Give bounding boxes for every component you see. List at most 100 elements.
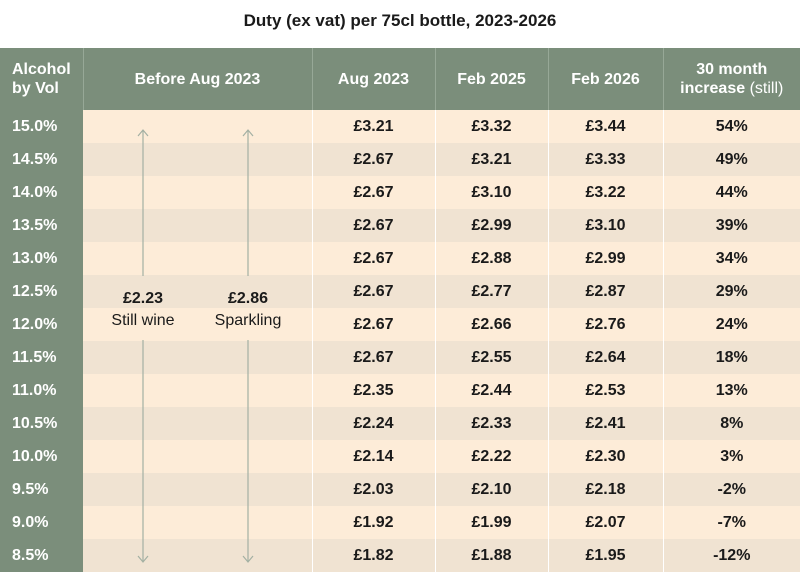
increase-cell: -7%: [663, 506, 800, 539]
header-increase: 30 month increase (still): [663, 48, 800, 110]
sparkling-rate: £2.86 Sparkling: [196, 288, 300, 332]
feb-2025-cell: £2.22: [435, 440, 549, 473]
before-aug-2023-cell: [83, 473, 313, 506]
increase-cell: -12%: [663, 539, 800, 572]
table-row: 12.0% £2.67 £2.66 £2.76 24%: [0, 308, 800, 341]
feb-2025-cell: £2.44: [435, 374, 549, 407]
table-row: 13.0% £2.67 £2.88 £2.99 34%: [0, 242, 800, 275]
abv-cell: 13.5%: [0, 209, 83, 242]
before-aug-2023-cell: [83, 143, 313, 176]
abv-cell: 14.0%: [0, 176, 83, 209]
aug-2023-cell: £2.67: [312, 341, 436, 374]
feb-2025-cell: £3.32: [435, 110, 549, 143]
feb-2025-cell: £2.99: [435, 209, 549, 242]
abv-cell: 10.5%: [0, 407, 83, 440]
aug-2023-cell: £3.21: [312, 110, 436, 143]
feb-2025-cell: £3.10: [435, 176, 549, 209]
feb-2026-cell: £2.30: [548, 440, 664, 473]
duty-table: Alcohol by Vol Before Aug 2023 Aug 2023 …: [0, 48, 800, 572]
before-aug-2023-cell: [83, 209, 313, 242]
feb-2025-cell: £2.66: [435, 308, 549, 341]
header-before-aug-2023: Before Aug 2023: [83, 48, 313, 110]
abv-cell: 8.5%: [0, 539, 83, 572]
increase-cell: 3%: [663, 440, 800, 473]
table-title: Duty (ex vat) per 75cl bottle, 2023-2026: [243, 11, 557, 30]
abv-cell: 15.0%: [0, 110, 83, 143]
header-increase-line1: 30 month: [696, 61, 768, 78]
abv-cell: 11.0%: [0, 374, 83, 407]
aug-2023-cell: £2.24: [312, 407, 436, 440]
still-wine-label: Still wine: [111, 312, 175, 329]
header-abv-line1: Alcohol: [12, 61, 71, 78]
aug-2023-cell: £1.82: [312, 539, 436, 572]
table-row: 13.5% £2.67 £2.99 £3.10 39%: [0, 209, 800, 242]
before-aug-2023-cell: [83, 341, 313, 374]
feb-2025-cell: £2.88: [435, 242, 549, 275]
before-aug-2023-cell: [83, 374, 313, 407]
feb-2025-cell: £1.88: [435, 539, 549, 572]
before-aug-2023-cell: [83, 308, 313, 341]
increase-cell: 18%: [663, 341, 800, 374]
feb-2025-cell: £2.33: [435, 407, 549, 440]
table-row: 8.5% £1.82 £1.88 £1.95 -12%: [0, 539, 800, 572]
feb-2026-cell: £2.18: [548, 473, 664, 506]
table-row: 11.5% £2.67 £2.55 £2.64 18%: [0, 341, 800, 374]
feb-2026-cell: £2.99: [548, 242, 664, 275]
aug-2023-cell: £2.67: [312, 308, 436, 341]
still-wine-rate: £2.23 Still wine: [93, 288, 193, 332]
feb-2026-cell: £2.53: [548, 374, 664, 407]
before-aug-2023-cell: [83, 110, 313, 143]
increase-cell: 13%: [663, 374, 800, 407]
table-row: 14.5% £2.67 £3.21 £3.33 49%: [0, 143, 800, 176]
increase-cell: 44%: [663, 176, 800, 209]
feb-2025-cell: £2.77: [435, 275, 549, 308]
increase-cell: 54%: [663, 110, 800, 143]
increase-cell: 24%: [663, 308, 800, 341]
before-aug-2023-cell: [83, 539, 313, 572]
table-row: 10.0% £2.14 £2.22 £2.30 3%: [0, 440, 800, 473]
header-increase-line2: increase: [680, 80, 746, 97]
table-row: 15.0% £3.21 £3.32 £3.44 54%: [0, 110, 800, 143]
feb-2026-cell: £2.07: [548, 506, 664, 539]
header-abv-line2: by Vol: [12, 80, 59, 97]
sparkling-amount: £2.86: [227, 290, 269, 307]
table-body: 15.0% £3.21 £3.32 £3.44 54% 14.5% £2.67 £3.21 £3…: [0, 110, 800, 572]
abv-cell: 13.0%: [0, 242, 83, 275]
increase-cell: 39%: [663, 209, 800, 242]
before-aug-2023-cell: [83, 176, 313, 209]
feb-2025-cell: £3.21: [435, 143, 549, 176]
table-row: 9.5% £2.03 £2.10 £2.18 -2%: [0, 473, 800, 506]
header-feb-2026: Feb 2026: [548, 48, 664, 110]
abv-cell: 11.5%: [0, 341, 83, 374]
feb-2026-cell: £2.41: [548, 407, 664, 440]
abv-cell: 12.5%: [0, 275, 83, 308]
feb-2026-cell: £3.10: [548, 209, 664, 242]
aug-2023-cell: £2.14: [312, 440, 436, 473]
feb-2026-cell: £3.44: [548, 110, 664, 143]
before-aug-2023-cell: [83, 407, 313, 440]
aug-2023-cell: £2.03: [312, 473, 436, 506]
feb-2025-cell: £1.99: [435, 506, 549, 539]
before-aug-2023-cell: [83, 506, 313, 539]
header-increase-note: (still): [749, 80, 784, 97]
increase-cell: 8%: [663, 407, 800, 440]
table-row: 9.0% £1.92 £1.99 £2.07 -7%: [0, 506, 800, 539]
aug-2023-cell: £1.92: [312, 506, 436, 539]
increase-cell: 29%: [663, 275, 800, 308]
increase-cell: -2%: [663, 473, 800, 506]
feb-2026-cell: £2.87: [548, 275, 664, 308]
aug-2023-cell: £2.67: [312, 143, 436, 176]
table-row: 12.5% £2.67 £2.77 £2.87 29%: [0, 275, 800, 308]
abv-cell: 9.5%: [0, 473, 83, 506]
feb-2026-cell: £2.64: [548, 341, 664, 374]
aug-2023-cell: £2.67: [312, 176, 436, 209]
feb-2025-cell: £2.55: [435, 341, 549, 374]
abv-cell: 14.5%: [0, 143, 83, 176]
feb-2026-cell: £1.95: [548, 539, 664, 572]
still-wine-amount: £2.23: [122, 290, 164, 307]
table-row: 10.5% £2.24 £2.33 £2.41 8%: [0, 407, 800, 440]
increase-cell: 49%: [663, 143, 800, 176]
aug-2023-cell: £2.35: [312, 374, 436, 407]
increase-cell: 34%: [663, 242, 800, 275]
feb-2025-cell: £2.10: [435, 473, 549, 506]
